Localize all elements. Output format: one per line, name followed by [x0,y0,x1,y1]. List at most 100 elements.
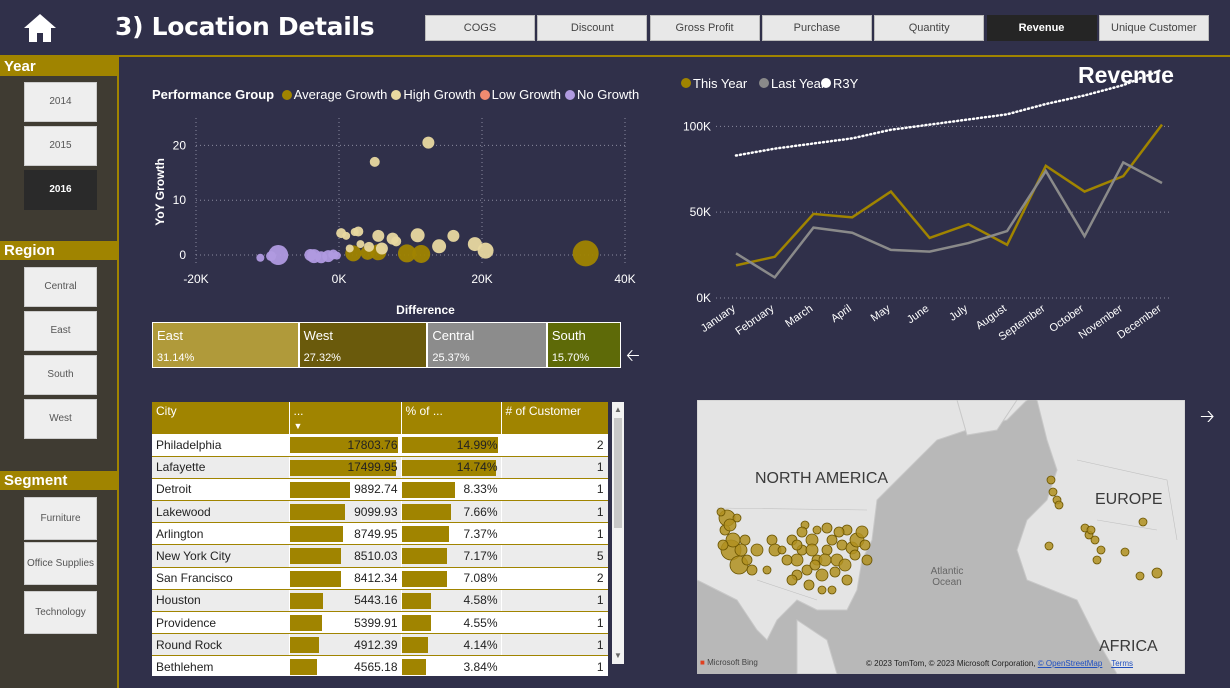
forward-arrow-icon[interactable]: 🡢 [1200,406,1215,426]
map-location-marker[interactable] [836,539,848,551]
map-location-marker[interactable] [717,539,729,551]
legend-item-low-growth[interactable]: Low Growth [479,87,561,102]
map-location-marker[interactable] [833,526,845,538]
map-location-marker[interactable] [750,543,764,557]
map-location-marker[interactable] [815,568,829,582]
region-option-east[interactable]: East [24,311,97,351]
map-location-marker[interactable] [812,525,822,535]
region-box-west[interactable]: West 27.32% [298,322,428,368]
table-row[interactable]: Arlington 8749.95 7.37% 1 [152,522,608,546]
home-button[interactable] [22,12,58,44]
nav-unique-customer-button[interactable]: Unique Customer [1098,15,1209,41]
map-location-marker[interactable] [817,585,827,595]
scatter-point-high-growth[interactable] [447,229,460,242]
col-city[interactable]: City [152,402,290,434]
region-box-east[interactable]: East 31.14% [152,322,299,368]
nav-quantity-button[interactable]: Quantity [874,15,985,41]
scatter-point-high-growth[interactable] [422,136,435,149]
map-location-marker[interactable] [855,525,869,539]
map-location-marker[interactable] [803,579,815,591]
nav-revenue-button[interactable]: Revenue [986,15,1097,41]
segment-option-furniture[interactable]: Furniture [24,497,97,540]
col-pct[interactable]: % of ... [401,402,502,434]
map-location-marker[interactable] [723,518,737,532]
map-location-marker[interactable] [1054,500,1064,510]
scatter-point-high-growth[interactable] [345,244,354,253]
table-row[interactable]: Lakewood 9099.93 7.66% 1 [152,500,608,524]
line-series-this-year[interactable] [735,123,1163,267]
region-box-south[interactable]: South 15.70% [546,322,621,368]
legend-item-high-growth[interactable]: High Growth [391,87,476,102]
map-location-marker[interactable] [801,564,813,576]
map-location-marker[interactable] [791,539,803,551]
map-location-marker[interactable] [838,558,852,572]
line-series-r3y[interactable] [734,68,1164,157]
map-location-marker[interactable] [716,507,726,517]
map-location-marker[interactable] [1096,545,1106,555]
year-option-2015[interactable]: 2015 [24,126,97,166]
scatter-point-high-growth[interactable] [391,236,402,247]
map-location-marker[interactable] [796,526,808,538]
map-location-marker[interactable] [1151,567,1163,579]
year-option-2016[interactable]: 2016 [24,170,97,210]
map-location-marker[interactable] [1092,555,1102,565]
line-legend-label[interactable]: R3Y [833,76,859,91]
scatter-point-high-growth[interactable] [410,228,425,243]
segment-option-office-supplies[interactable]: Office Supplies [24,542,97,585]
terms-link[interactable]: Terms [1111,659,1133,668]
map-location-marker[interactable] [861,554,873,566]
nav-purchase-button[interactable]: Purchase [761,15,872,41]
table-row[interactable]: Bethlehem 4565.18 3.84% 1 [152,655,608,676]
scatter-point-high-growth[interactable] [356,240,365,249]
scatter-point-no-growth[interactable] [332,251,341,260]
scatter-point-average-growth[interactable] [572,240,599,267]
map-location-marker[interactable] [1138,517,1148,527]
map-location-marker[interactable] [746,564,758,576]
scatter-point-high-growth[interactable] [375,242,388,255]
osm-link[interactable]: © OpenStreetMap [1037,659,1103,668]
table-row[interactable]: Houston 5443.16 4.58% 1 [152,589,608,613]
map-location-marker[interactable] [821,544,833,556]
map-location-marker[interactable] [849,549,861,561]
line-series-last-year[interactable] [735,160,1163,280]
map-location-marker[interactable] [1046,475,1056,485]
map-location-marker[interactable] [762,565,772,575]
map-location-marker[interactable] [790,553,804,567]
table-row[interactable]: Detroit 9892.74 8.33% 1 [152,478,608,502]
map-location-marker[interactable] [821,522,833,534]
scroll-down-icon[interactable]: ▼ [614,651,622,660]
map-location-marker[interactable] [826,534,838,546]
scatter-point-high-growth[interactable] [477,242,494,259]
scatter-point-no-growth[interactable] [256,253,265,262]
scatter-point-average-growth[interactable] [412,244,431,263]
nav-cogs-button[interactable]: COGS [425,15,535,41]
nav-discount-button[interactable]: Discount [537,15,648,41]
legend-item-no-growth[interactable]: No Growth [565,87,639,102]
back-arrow-icon[interactable]: 🡠 [626,346,640,365]
scatter-point-no-growth[interactable] [268,245,289,266]
map-location-marker[interactable] [781,554,793,566]
map-location-marker[interactable] [1044,541,1054,551]
scatter-point-high-growth[interactable] [364,241,375,252]
scatter-point-average-growth[interactable] [397,244,416,263]
table-row[interactable]: San Francisco 8412.34 7.08% 2 [152,567,608,590]
table-row[interactable]: New York City 8510.03 7.17% 5 [152,544,608,568]
table-scrollbar[interactable]: ▲ ▼ [612,402,624,664]
map-location-marker[interactable] [829,566,841,578]
scatter-point-high-growth[interactable] [432,239,447,254]
line-legend-label[interactable]: This Year [693,76,748,91]
sort-desc-icon[interactable]: ▼ [293,421,303,431]
scroll-thumb[interactable] [614,418,622,528]
map-location-marker[interactable] [859,539,871,551]
col-customers[interactable]: # of Customer [501,402,608,434]
map-location-marker[interactable] [1086,525,1096,535]
region-box-central[interactable]: Central 25.37% [427,322,547,368]
legend-item-average-growth[interactable]: Average Growth [281,87,387,102]
map-location-marker[interactable] [725,532,741,548]
nav-gross-profit-button[interactable]: Gross Profit [649,15,760,41]
map-location-marker[interactable] [1048,487,1058,497]
map-location-marker[interactable] [841,574,853,586]
map-location-marker[interactable] [1135,571,1145,581]
map-location-marker[interactable] [732,513,742,523]
map-location-marker[interactable] [818,553,832,567]
